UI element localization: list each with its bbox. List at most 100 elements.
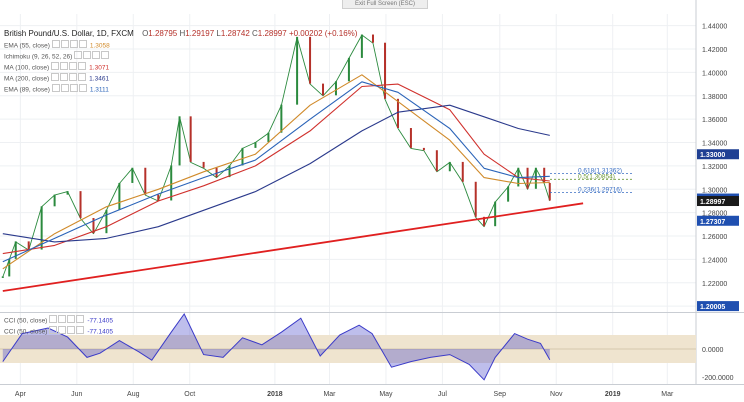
legend-value: 1.3058 [89, 42, 110, 50]
cci-tick-label: 0.0000 [702, 347, 724, 354]
price-badge [697, 149, 739, 160]
low-value: 1.28742 [220, 29, 250, 38]
price-candle [14, 241, 17, 259]
cci-tick-label: -200.0000 [702, 375, 734, 382]
legend-name: EMA (89, close) [4, 86, 50, 94]
cci-line[interactable] [2, 313, 551, 381]
legend-value: 1.3461 [89, 75, 110, 83]
indicator-line[interactable] [2, 74, 550, 270]
price-candle [409, 128, 412, 148]
price-candle [347, 57, 350, 82]
price-tick-label: 1.22000 [702, 281, 727, 288]
legend-controls[interactable] [51, 73, 87, 85]
price-candle [202, 161, 205, 168]
price-candle [280, 104, 283, 133]
price-candle [118, 182, 121, 210]
exit-fullscreen-button[interactable]: Exit Full Screen (ESC) [342, 0, 428, 9]
indicator-line[interactable] [2, 104, 550, 243]
price-candle [448, 161, 451, 172]
price-tick-label: 1.32000 [702, 164, 727, 171]
close-value: 1.28997 [257, 29, 287, 38]
legend-row[interactable]: EMA (55, close) 1.3058 [4, 40, 110, 51]
legend-controls[interactable] [74, 51, 110, 63]
change-value: +0.00202 (+0.16%) [288, 29, 358, 38]
price-candle [170, 165, 173, 201]
price-points [1, 34, 551, 278]
price-badge [697, 196, 739, 207]
price-candle [396, 98, 399, 129]
price-badge-label: 1.28997 [700, 199, 725, 206]
time-tick-label: Jul [438, 391, 447, 398]
time-tick-label: May [379, 391, 393, 398]
time-tick-label: Oct [184, 391, 195, 398]
legend-row[interactable]: Ichimoku (9, 26, 52, 26) [4, 51, 112, 62]
time-tick-label: 2018 [267, 391, 283, 398]
price-candle [334, 81, 337, 96]
price-candle [131, 167, 134, 183]
open-value: 1.28795 [148, 29, 178, 38]
cci-legend-row[interactable]: CCI (50, close) -77.1405 [4, 315, 113, 326]
time-tick-label: Nov [550, 391, 563, 398]
price-badge-label: 1.33000 [700, 152, 725, 159]
price-tick-label: 1.26000 [702, 234, 727, 241]
price-candle [215, 167, 218, 178]
legend-name: EMA (55, close) [4, 42, 50, 50]
time-tick-label: 2019 [605, 391, 621, 398]
fib-levels[interactable]: 0.618(1.31362)0.5(1.30854) 0.236(1.29716) [550, 167, 632, 194]
cci-legend-row[interactable]: CCI (50, close) -77.1405 [4, 326, 113, 337]
chart-grid [0, 14, 696, 384]
price-badge [697, 215, 739, 226]
price-candle [66, 191, 69, 195]
indicator-line[interactable] [2, 81, 550, 263]
price-candle [384, 42, 387, 99]
close-key: C [252, 29, 258, 38]
price-candle [79, 191, 82, 219]
price-tick-label: 1.30000 [702, 187, 727, 194]
price-tick-label: 1.44000 [702, 24, 727, 31]
cci-legend-value: -77.1405 [87, 317, 114, 325]
legend-controls[interactable] [51, 62, 87, 74]
price-candle [309, 36, 312, 84]
price-candle [53, 194, 56, 207]
price-candle [483, 216, 486, 227]
price-candle [241, 147, 244, 166]
time-tick-label: Aug [127, 391, 140, 398]
time-axis[interactable]: Apr Jun Aug Oct 2018 Mar May Jul Sep Nov 2019 Mar [15, 391, 674, 398]
price-axis[interactable]: 1.200001.220001.240001.260001.280001.300… [702, 24, 727, 311]
price-candle [435, 150, 438, 172]
legend-row[interactable]: EMA (89, close) 1.3111 [4, 84, 109, 95]
legend-controls[interactable] [51, 84, 88, 96]
legend-row[interactable]: MA (200, close) 1.3461 [4, 73, 109, 84]
price-badge-label: 1.20005 [700, 304, 725, 311]
legend-controls[interactable] [49, 326, 85, 338]
legend-name: MA (100, close) [4, 64, 50, 72]
price-candle [422, 147, 425, 151]
price-badge [697, 301, 739, 312]
price-tick-label: 1.36000 [702, 117, 727, 124]
legend-controls[interactable] [51, 40, 88, 52]
price-candle [322, 83, 325, 96]
cci-pane[interactable]: 0.0000 -200.0000 [0, 313, 734, 382]
time-tick-label: Mar [323, 391, 336, 398]
price-candle [507, 186, 510, 202]
cci-legend-value: -77.1405 [87, 328, 114, 336]
indicator-line[interactable] [2, 83, 550, 255]
cci-legend-name: CCI (50, close) [4, 317, 48, 325]
legend-row[interactable]: MA (100, close) 1.3071 [4, 62, 109, 73]
legend-value: 1.3071 [89, 64, 110, 72]
price-tick-label: 1.42000 [702, 47, 727, 54]
chart-header: British Pound/U.S. Dollar, 1D, FXCM O1.2… [4, 29, 357, 38]
series-lines [1, 34, 584, 292]
symbol-title[interactable]: British Pound/U.S. Dollar, 1D, FXCM [4, 29, 134, 38]
price-candle [494, 201, 497, 227]
trendline[interactable] [2, 202, 584, 292]
price-tick-label: 1.40000 [702, 70, 727, 77]
time-tick-label: Apr [15, 391, 27, 398]
ohlc-readout: O1.28795 H1.29197 L1.28742 C1.28997 +0.0… [142, 29, 357, 38]
price-candle [144, 167, 147, 195]
low-key: L [216, 29, 221, 38]
price-candle [254, 142, 257, 148]
legend-controls[interactable] [49, 315, 85, 327]
price-candle [548, 182, 551, 201]
